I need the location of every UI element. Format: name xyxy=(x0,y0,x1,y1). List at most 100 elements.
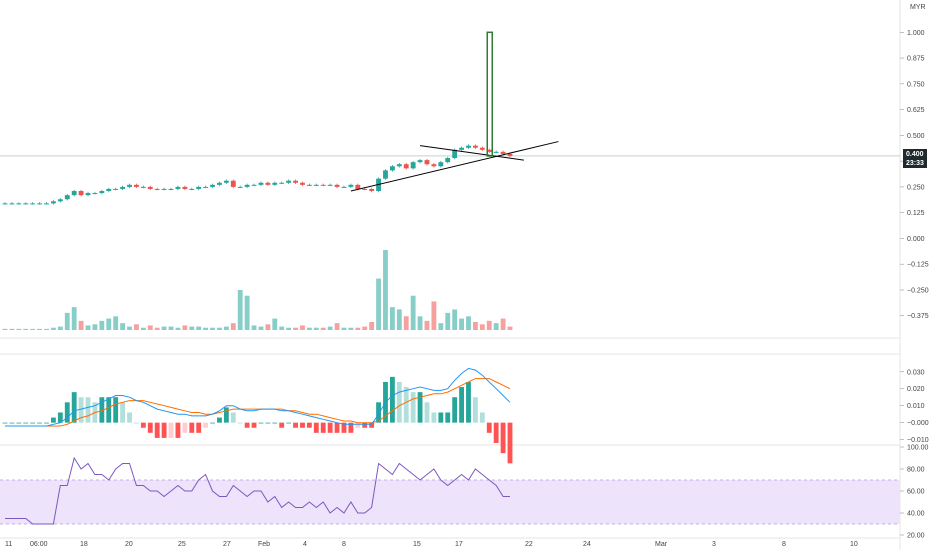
macd-histogram-bar xyxy=(113,397,119,423)
macd-histogram-bar xyxy=(203,422,209,428)
volume-bar xyxy=(210,327,215,330)
volume-bar xyxy=(341,327,347,330)
volume-bar xyxy=(230,323,236,330)
candle-body xyxy=(300,182,305,185)
candle-body xyxy=(293,180,298,183)
volume-bar xyxy=(472,322,478,330)
macd-line xyxy=(5,367,511,427)
x-tick-label: Feb xyxy=(258,541,270,548)
x-tick-label: 27 xyxy=(223,541,231,548)
candle-body xyxy=(175,186,181,189)
volume-bar xyxy=(57,326,63,330)
volume-bar xyxy=(154,327,160,330)
candle-body xyxy=(78,191,84,196)
price-tick-label: 1.000 xyxy=(907,30,925,37)
macd-histogram-bar xyxy=(403,387,409,423)
candle-body xyxy=(396,164,402,167)
candle-body xyxy=(127,184,132,187)
macd-histogram-bar xyxy=(306,422,312,428)
macd-histogram-bar xyxy=(223,407,229,423)
candle-body xyxy=(258,182,264,185)
macd-histogram-bar xyxy=(210,422,215,424)
candle-body xyxy=(64,195,70,200)
rsi-tick-label: 80.00 xyxy=(907,467,925,474)
volume-bar xyxy=(161,326,167,330)
macd-histogram-bar xyxy=(376,402,381,423)
price-panel[interactable] xyxy=(0,144,900,205)
x-tick-label: 11 xyxy=(5,541,12,548)
volume-panel[interactable] xyxy=(2,250,513,330)
macd-signal-line xyxy=(5,378,511,427)
candle-body xyxy=(37,203,43,205)
macd-histogram-bar xyxy=(217,417,222,423)
volume-bar xyxy=(99,320,105,330)
rsi-tick-label: 20.00 xyxy=(907,533,925,540)
x-tick-label: 06:00 xyxy=(30,541,48,548)
macd-tick-label: 0.010 xyxy=(907,403,925,410)
volume-bar xyxy=(85,325,91,330)
candle-body xyxy=(472,145,478,148)
macd-histogram-bar xyxy=(472,397,478,423)
candle-body xyxy=(113,188,119,190)
macd-histogram-bar xyxy=(452,397,458,423)
candle-body xyxy=(237,186,243,188)
x-tick-label: 15 xyxy=(413,541,421,548)
volume-bar xyxy=(30,328,36,330)
drawing-layer[interactable] xyxy=(350,31,559,192)
macd-histogram-bar xyxy=(251,422,257,428)
volume-bar xyxy=(217,327,222,330)
price-tick-label: 0.875 xyxy=(907,56,925,63)
macd-histogram-bar xyxy=(334,422,340,433)
volume-bar xyxy=(383,250,388,330)
volume-bar xyxy=(251,325,257,330)
macd-histogram-bar xyxy=(486,422,492,433)
candle-body xyxy=(383,170,388,179)
price-tick-label: 0.750 xyxy=(907,81,925,88)
macd-histogram-bar xyxy=(341,422,347,433)
macd-histogram-bar xyxy=(438,412,444,423)
volume-bar xyxy=(92,324,98,330)
volume-bar xyxy=(410,295,416,330)
macd-tick-label: −0.000 xyxy=(907,420,929,427)
price-badge-value: 0.400 xyxy=(906,151,924,158)
macd-histogram-bar xyxy=(355,422,361,428)
candle-body xyxy=(334,184,340,187)
volume-bar xyxy=(51,327,56,330)
volume-bar xyxy=(286,327,292,330)
macd-histogram-bar xyxy=(9,422,15,424)
x-tick-label: 8 xyxy=(782,541,786,548)
volume-bar xyxy=(389,307,395,330)
volume-bar xyxy=(452,309,458,330)
rsi-panel[interactable] xyxy=(0,456,900,525)
volume-bar xyxy=(134,324,139,330)
macd-histogram-bar xyxy=(189,422,195,433)
candle-body xyxy=(479,147,485,150)
candle-body xyxy=(410,162,416,169)
volume-bar xyxy=(106,318,112,330)
volume-bar xyxy=(279,326,285,330)
candle-body xyxy=(320,184,326,186)
macd-histogram-bar xyxy=(258,422,264,424)
candle-body xyxy=(313,184,319,186)
macd-histogram-bar xyxy=(424,402,430,423)
volume-bar xyxy=(203,327,209,330)
macd-histogram-bar xyxy=(272,422,278,424)
volume-bar xyxy=(113,316,119,330)
candle-body xyxy=(23,203,29,205)
macd-histogram-bar xyxy=(479,412,485,423)
macd-histogram-bar xyxy=(507,422,513,464)
macd-histogram-bar xyxy=(182,422,188,433)
macd-panel[interactable] xyxy=(2,367,513,464)
volume-bar xyxy=(265,324,271,330)
candle-body xyxy=(362,188,368,190)
price-tick-label: 0.250 xyxy=(907,184,925,191)
macd-histogram-bar xyxy=(500,422,506,454)
volume-bar xyxy=(327,326,333,330)
x-tick-label: 10 xyxy=(850,541,858,548)
price-tick-label: 0.625 xyxy=(907,107,925,114)
candle-body xyxy=(424,160,430,165)
volume-bar xyxy=(459,318,464,330)
volume-bar xyxy=(189,326,195,330)
volume-bar xyxy=(127,326,132,330)
